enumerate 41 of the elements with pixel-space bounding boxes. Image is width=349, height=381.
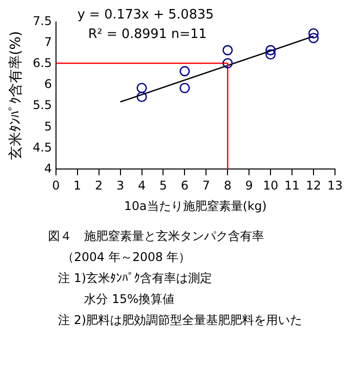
y-tick-label: 6 — [44, 77, 52, 92]
y-tick-label: 5 — [44, 119, 52, 134]
y-tick-label: 7.5 — [32, 14, 52, 28]
point — [308, 28, 319, 39]
x-tick-label: 12 — [306, 178, 322, 193]
x-tick-label: 6 — [180, 178, 189, 193]
point — [180, 66, 190, 76]
x-tick-label: 7 — [202, 178, 210, 193]
x-tick-label: 9 — [245, 178, 253, 193]
x-axis-title: 10a当たり施肥窒素量(kg) — [124, 198, 267, 213]
y-tick-label: 4 — [44, 161, 52, 176]
y-axis-title: 玄米ﾀﾝﾊﾟｸ含有率(%) — [8, 30, 24, 160]
y-tick-label: 4.5 — [32, 140, 52, 154]
x-tick-label: 11 — [284, 178, 300, 193]
x-tick-label: 2 — [95, 178, 103, 193]
point — [136, 92, 147, 102]
x-tick-label: 10 — [262, 178, 278, 193]
point — [265, 45, 276, 56]
point — [222, 58, 233, 68]
x-tick-label: 1 — [74, 178, 82, 193]
x-tick-label: 3 — [116, 178, 124, 193]
x-tick-label: 4 — [138, 178, 146, 193]
y-tick-label: 6.5 — [32, 56, 52, 70]
y-tick-label: 5.5 — [32, 98, 52, 112]
x-tick-label: 13 — [327, 178, 343, 193]
x-tick-label: 5 — [159, 178, 168, 193]
annotation: y = 0.173x + 5.0835 — [77, 7, 214, 22]
y-tick-label: 7 — [44, 35, 52, 50]
point — [222, 45, 233, 56]
point — [265, 49, 276, 60]
x-tick-label: 0 — [52, 178, 60, 193]
annotation: R² = 0.8991 n=11 — [88, 26, 207, 42]
text: 注 2)肥料は肥効調節型全量基肥肥料を用いた — [57, 312, 304, 329]
point — [136, 82, 147, 94]
x-tick-label: 8 — [224, 178, 232, 193]
text: 水分 15%換算値 — [83, 291, 176, 308]
text: 注 1)玄米ﾀﾝﾊﾟｸ含有率は測定 — [57, 270, 214, 287]
text: 図４ 施肥窒素量と玄米タンパク含有率 — [47, 228, 265, 245]
point — [180, 82, 190, 94]
text: （2004 年～2008 年） — [61, 249, 192, 266]
point — [308, 32, 319, 44]
